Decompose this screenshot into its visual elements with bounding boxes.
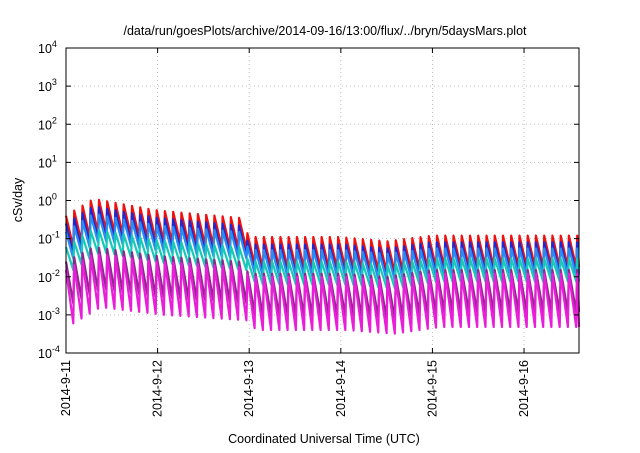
y-tick-label: 10-1	[38, 230, 60, 247]
y-tick-exponent: 4	[52, 39, 57, 49]
y-tick-exponent: 0	[52, 192, 57, 202]
y-tick-label: 101	[38, 153, 57, 170]
y-tick-exponent: 1	[52, 153, 57, 163]
y-tick-exponent: 3	[52, 77, 57, 87]
y-tick-label: 10-3	[38, 306, 60, 323]
y-tick-exponent: -2	[52, 268, 60, 278]
x-axis: 2014-9-11 2014-9-12 2014-9-13 2014-9-14 2014…	[59, 48, 531, 417]
y-tick-label: 102	[38, 115, 57, 132]
y-tick-label: 104	[38, 39, 57, 56]
y-tick-exponent: -4	[52, 344, 60, 354]
series-line-1	[64, 198, 581, 274]
x-tick-label: 2014-9-15	[425, 360, 439, 417]
series-line-4	[64, 228, 581, 290]
y-axis-label: cSv/day	[11, 177, 25, 222]
y-tick-label: 10-2	[38, 268, 60, 285]
x-tick-label: 2014-9-12	[151, 360, 165, 417]
x-tick-label: 2014-9-11	[59, 360, 73, 416]
series-layer	[64, 198, 581, 335]
x-tick-label: 2014-9-16	[517, 360, 531, 417]
series-line-6	[64, 253, 581, 335]
y-tick-exponent: -1	[52, 230, 60, 240]
chart-title: /data/run/goesPlots/archive/2014-09-16/1…	[123, 24, 527, 38]
y-tick-label: 10-4	[38, 344, 60, 361]
x-axis-label: Coordinated Universal Time (UTC)	[228, 432, 420, 446]
x-tick-label: 2014-9-13	[242, 360, 256, 417]
y-tick-label: 103	[38, 77, 57, 94]
y-tick-label: 100	[38, 192, 57, 209]
y-tick-exponent: 2	[52, 115, 57, 125]
x-tick-label: 2014-9-14	[334, 360, 348, 417]
y-tick-exponent: -3	[52, 306, 60, 316]
series-line-3	[64, 213, 581, 282]
